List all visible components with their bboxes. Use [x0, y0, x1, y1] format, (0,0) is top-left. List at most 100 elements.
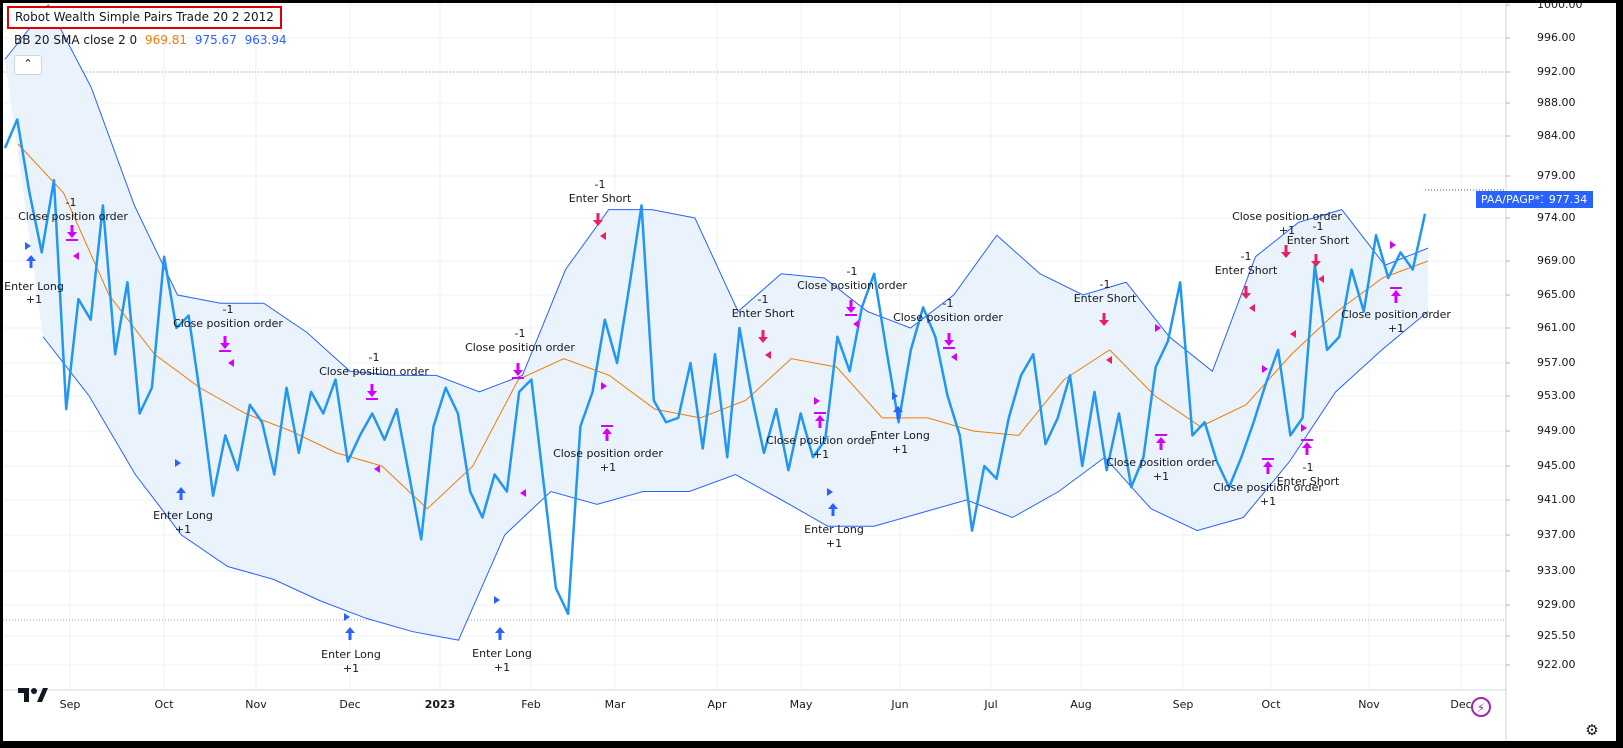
bollinger-lower-line: [42, 311, 1429, 641]
trade-annotation-label: +1: [892, 443, 908, 456]
trade-annotation-label: -1: [1313, 220, 1324, 233]
price-line[interactable]: [3, 118, 1427, 616]
y-tick-label: 957.00: [1537, 356, 1576, 369]
strategy-title[interactable]: Robot Wealth Simple Pairs Trade 20 2 201…: [7, 6, 282, 29]
close-order-arrow[interactable]: [1391, 290, 1401, 303]
x-tick-label: 2023: [425, 698, 456, 711]
trade-annotation-label: Enter Long: [4, 280, 64, 293]
entry-triangle: [600, 232, 606, 240]
y-tick-label: 974.00: [1537, 211, 1576, 224]
enter-long-arrow[interactable]: [828, 503, 838, 516]
trade-annotation-label: Close position order: [319, 365, 429, 378]
bollinger-upper-line: [4, 4, 1429, 393]
lightning-icon[interactable]: ⚡: [1471, 697, 1491, 717]
trade-annotation-label: Close position order: [18, 210, 128, 223]
trade-annotation-label: +1: [175, 523, 191, 536]
exit-triangle: [520, 489, 526, 497]
close-order-arrow[interactable]: [944, 333, 954, 346]
close-order-arrow[interactable]: [220, 336, 230, 349]
exit-triangle: [374, 465, 380, 473]
enter-short-arrow[interactable]: [593, 213, 603, 226]
enter-short-arrow[interactable]: [1281, 245, 1291, 258]
y-tick-label: 922.00: [1537, 658, 1576, 671]
close-order-arrow[interactable]: [1156, 437, 1166, 450]
trade-annotation-label: +1: [1153, 470, 1169, 483]
close-order-arrow[interactable]: [602, 428, 612, 441]
trade-annotation-label: Close position order: [893, 311, 1003, 324]
y-tick-label: 992.00: [1537, 65, 1576, 78]
close-order-arrow-bar: [1390, 287, 1402, 289]
trade-annotation-label: +1: [826, 537, 842, 550]
exit-triangle: [1155, 324, 1161, 332]
trade-annotation-label: Enter Short: [569, 192, 632, 205]
entry-triangle: [765, 351, 771, 359]
close-order-arrow[interactable]: [846, 300, 856, 313]
x-tick-label: Apr: [707, 698, 727, 711]
indicator-lower-value: 963.94: [244, 33, 287, 47]
y-tick-label: 984.00: [1537, 129, 1576, 142]
exit-triangle: [228, 359, 234, 367]
enter-long-arrow[interactable]: [345, 627, 355, 640]
y-tick-label: 988.00: [1537, 96, 1576, 109]
close-order-arrow-bar: [943, 347, 955, 349]
enter-long-arrow[interactable]: [26, 255, 36, 268]
x-tick-label: May: [790, 698, 813, 711]
trade-annotation-label: +1: [600, 461, 616, 474]
enter-short-arrow[interactable]: [1099, 313, 1109, 326]
trade-annotation-label: Close position order: [1106, 456, 1216, 469]
chevron-up-icon: ⌃: [23, 57, 33, 70]
x-tick-label: Aug: [1070, 698, 1091, 711]
gear-icon[interactable]: ⚙: [1585, 721, 1599, 739]
trade-annotation-label: Close position order: [1341, 308, 1451, 321]
enter-long-arrow[interactable]: [893, 406, 903, 419]
y-tick-label: 979.00: [1537, 169, 1576, 182]
close-order-arrow-bar: [601, 425, 613, 427]
enter-short-arrow[interactable]: [1311, 254, 1321, 267]
trade-annotation-label: Close position order: [766, 434, 876, 447]
exit-triangle: [1390, 241, 1396, 249]
close-order-arrow[interactable]: [67, 225, 77, 238]
bollinger-basis-line: [17, 143, 1429, 510]
close-order-arrow-bar: [1262, 458, 1274, 460]
exit-triangle: [601, 382, 607, 390]
close-order-arrow-bar: [66, 239, 78, 241]
entry-triangle: [1106, 356, 1112, 364]
enter-short-arrow[interactable]: [758, 330, 768, 343]
trade-annotation-label: -1: [66, 196, 77, 209]
collapse-legend-button[interactable]: ⌃: [14, 55, 42, 75]
trade-annotation-label: -1: [223, 303, 234, 316]
chart-window[interactable]: Enter Long +1 -1 Close position order -1 Clos…: [3, 3, 1616, 741]
exit-triangle: [1301, 424, 1307, 432]
close-order-arrow-bar: [219, 350, 231, 352]
x-tick-label: Jun: [890, 698, 908, 711]
entry-triangle: [827, 488, 833, 496]
trade-annotation-label: Enter Long: [870, 429, 930, 442]
trade-annotation-label: Close position order: [797, 279, 907, 292]
trade-annotation-label: Close position order: [173, 317, 283, 330]
close-order-arrow[interactable]: [1302, 442, 1312, 455]
close-order-arrow[interactable]: [815, 415, 825, 428]
enter-short-arrow[interactable]: [1241, 286, 1251, 299]
y-tick-label: 937.00: [1537, 528, 1576, 541]
y-tick-label: 949.00: [1537, 424, 1576, 437]
close-order-arrow[interactable]: [513, 363, 523, 376]
entry-triangle: [892, 392, 898, 400]
indicator-legend[interactable]: BB 20 SMA close 2 0 969.81 975.67 963.94: [14, 33, 291, 47]
entry-triangle: [494, 596, 500, 604]
y-tick-label: 996.00: [1537, 31, 1576, 44]
x-tick-label: Oct: [154, 698, 174, 711]
tradingview-logo[interactable]: [17, 687, 49, 703]
y-tick-label: 953.00: [1537, 389, 1576, 402]
enter-long-arrow[interactable]: [176, 487, 186, 500]
close-order-arrow[interactable]: [367, 384, 377, 397]
trade-annotation-label: Enter Long: [321, 648, 381, 661]
enter-long-arrow[interactable]: [495, 627, 505, 640]
y-tick-label: 933.00: [1537, 564, 1576, 577]
x-tick-label: Nov: [245, 698, 267, 711]
close-order-arrow[interactable]: [1263, 461, 1273, 474]
y-tick-label: 961.00: [1537, 321, 1576, 334]
x-tick-label: Feb: [521, 698, 540, 711]
trade-annotation-label: Close position order: [465, 341, 575, 354]
trade-annotation-label: Enter Long: [153, 509, 213, 522]
